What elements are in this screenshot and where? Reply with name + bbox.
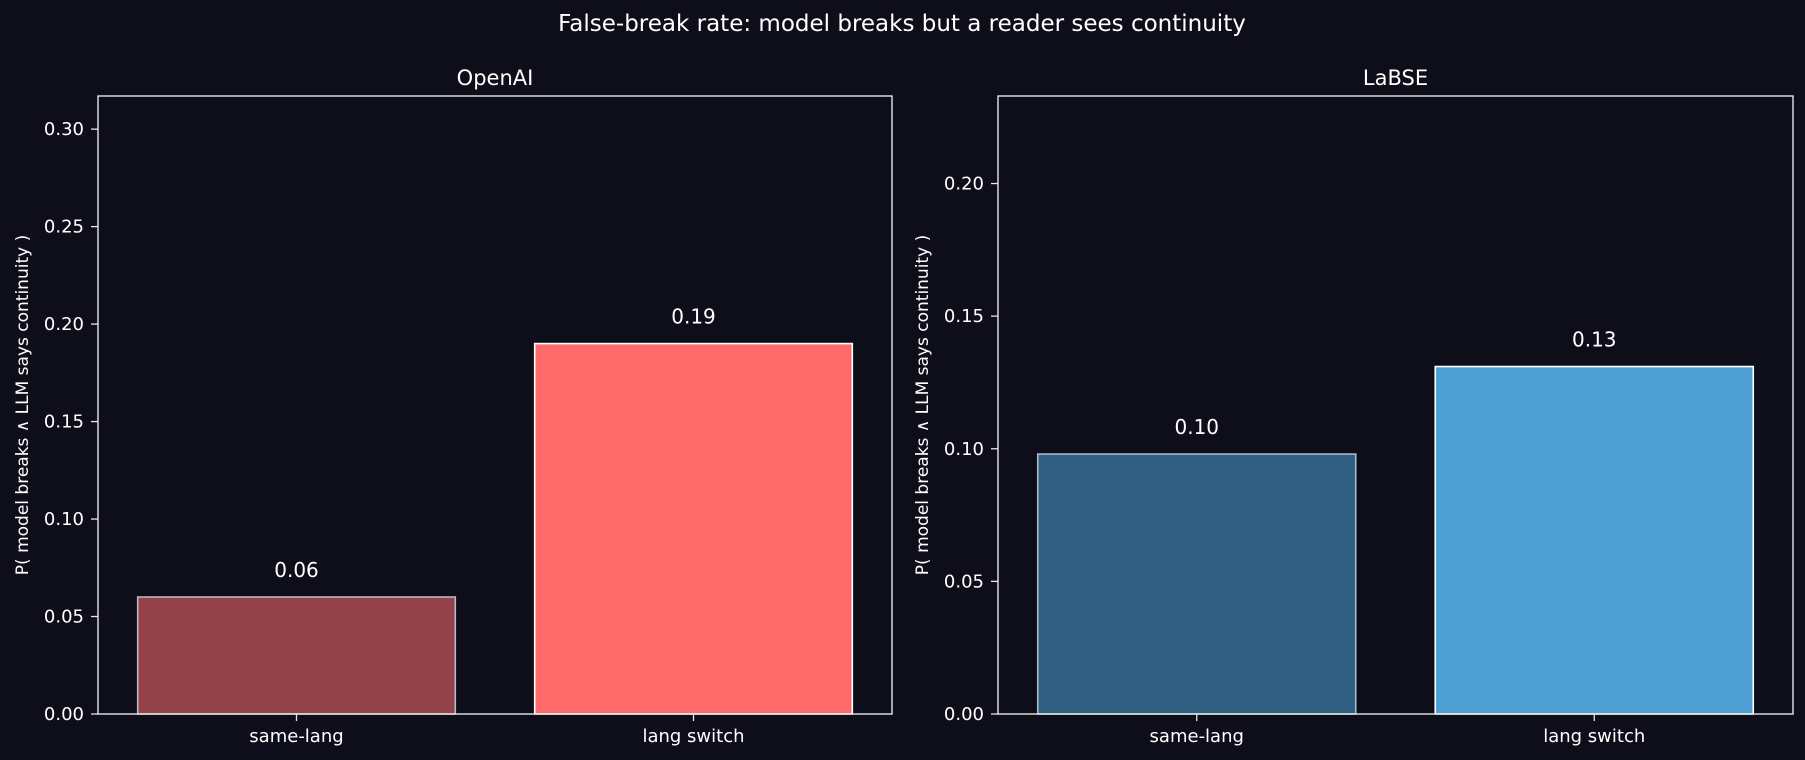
data-label: 0.10 xyxy=(1174,415,1219,439)
y-tick-label: 0.00 xyxy=(944,704,984,725)
y-tick-label: 0.25 xyxy=(44,217,84,238)
x-tick-label: lang switch xyxy=(642,726,744,747)
bar-lang-switch xyxy=(1434,365,1755,715)
data-label: 0.06 xyxy=(274,558,319,582)
y-tick-label: 0.20 xyxy=(44,314,84,335)
data-label: 0.19 xyxy=(671,305,716,329)
panels: OpenAI 0.06 same-lang 0.19 lang switch 0.00 0.… xyxy=(13,66,1794,747)
chart-panel-2: LaBSE 0.10 same-lang 0.13 lang switch 0.00 0.0… xyxy=(913,66,1794,747)
y-tick-label: 0.20 xyxy=(944,174,984,195)
y-tick-label: 0.10 xyxy=(944,439,984,460)
bar-same-lang xyxy=(1036,453,1357,715)
chart-panel-1: OpenAI 0.06 same-lang 0.19 lang switch 0.00 0.… xyxy=(13,66,893,747)
x-tick-label: lang switch xyxy=(1543,726,1645,747)
bar-same-lang xyxy=(136,596,457,715)
y-tick-label: 0.30 xyxy=(44,119,84,140)
y-axis-label: P( model breaks ∧ LLM says continuity ) xyxy=(913,235,933,575)
y-tick-label: 0.00 xyxy=(44,704,84,725)
data-label: 0.13 xyxy=(1572,328,1617,352)
x-tick-label: same-lang xyxy=(249,726,343,747)
y-tick-label: 0.10 xyxy=(44,509,84,530)
y-tick-label: 0.15 xyxy=(944,306,984,327)
x-tick-label: same-lang xyxy=(1150,726,1244,747)
figure-title: False-break rate: model breaks but a rea… xyxy=(558,11,1246,37)
y-tick-label: 0.05 xyxy=(44,607,84,628)
y-tick-label: 0.15 xyxy=(44,412,84,433)
chart-title: LaBSE xyxy=(1363,66,1428,90)
bar-lang-switch xyxy=(533,342,854,715)
chart-title: OpenAI xyxy=(457,66,534,90)
y-tick-label: 0.05 xyxy=(944,571,984,592)
y-axis-label: P( model breaks ∧ LLM says continuity ) xyxy=(13,235,33,575)
axes-frame xyxy=(997,95,1794,715)
axes-frame xyxy=(97,95,893,715)
